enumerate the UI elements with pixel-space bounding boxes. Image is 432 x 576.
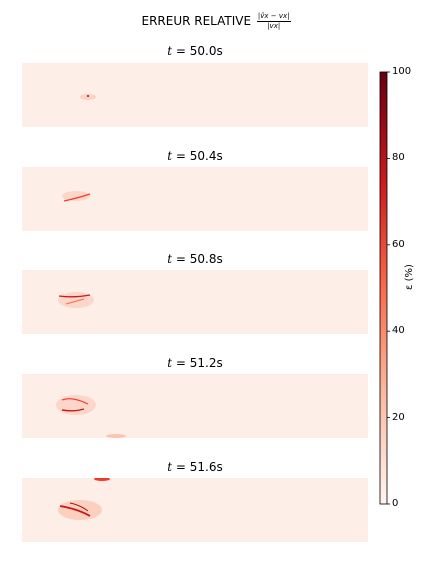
panel-time-label-1: 50.0s — [189, 44, 223, 58]
heatmap-background-1 — [22, 63, 368, 127]
error-streak-3a — [58, 294, 91, 298]
error-region-4 — [56, 395, 96, 415]
panel-title-5: t = 51.6s — [167, 460, 223, 474]
panel-title-1: t = 50.0s — [167, 44, 223, 58]
figure-title-text: ERREUR RELATIVE — [141, 14, 252, 28]
panel-title-2: t = 50.4s — [167, 149, 223, 163]
panel-title-3: t = 50.8s — [167, 252, 223, 266]
error-region-5 — [58, 500, 102, 520]
panel-time-label-5: 51.6s — [189, 460, 223, 474]
figure-title: ERREUR RELATIVE |v̂x − vx| |vx| — [0, 12, 432, 31]
fraction-numerator: |v̂x − vx| — [256, 12, 291, 22]
colorbar-tick-label-80: 80 — [392, 152, 405, 163]
colorbar-tick-label-100: 100 — [392, 66, 412, 77]
colorbar-tick-label-20: 20 — [392, 412, 405, 423]
error-edge-5 — [94, 478, 110, 481]
colorbar-tick-label-0: 0 — [392, 498, 399, 509]
error-peak-1 — [87, 95, 89, 97]
colorbar-gradient — [379, 71, 388, 505]
panel-time-label-4: 51.2s — [189, 356, 223, 370]
heatmap-panel-2 — [22, 167, 368, 231]
panel-time-label-3: 50.8s — [189, 252, 223, 266]
panel-time-label-2: 50.4s — [189, 149, 223, 163]
error-streak-5b — [69, 502, 89, 512]
error-edge-4 — [106, 434, 126, 438]
heatmap-panel-4 — [22, 374, 368, 438]
heatmap-svg-5 — [22, 478, 368, 542]
heatmap-panel-1 — [22, 63, 368, 127]
panel-title-4: t = 51.2s — [167, 356, 223, 370]
colorbar-tick-label-40: 40 — [392, 325, 405, 336]
figure-title-fraction: |v̂x − vx| |vx| — [256, 12, 291, 31]
heatmap-svg-2 — [22, 167, 368, 231]
error-streak-4b — [61, 408, 85, 412]
colorbar-tick-label-60: 60 — [392, 239, 405, 250]
heatmap-svg-4 — [22, 374, 368, 438]
colorbar-axis-label: ε (%) — [404, 264, 415, 290]
error-region-3 — [58, 292, 94, 308]
error-streak-3b — [65, 298, 85, 305]
error-region-2 — [62, 191, 90, 201]
fraction-denominator: |vx| — [267, 22, 281, 30]
error-streak-5a — [59, 505, 91, 517]
error-streak-4a — [61, 398, 89, 405]
heatmap-svg-3 — [22, 270, 368, 334]
error-streak-2 — [63, 193, 91, 202]
heatmap-panel-3 — [22, 270, 368, 334]
colorbar — [379, 71, 390, 505]
heatmap-panel-5 — [22, 478, 368, 542]
heatmap-svg-1 — [22, 63, 368, 127]
